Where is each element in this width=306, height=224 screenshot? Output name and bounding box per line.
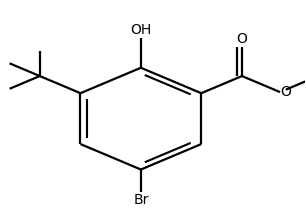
Text: OH: OH <box>130 23 151 37</box>
Text: O: O <box>281 85 292 99</box>
Text: O: O <box>237 32 248 46</box>
Text: Br: Br <box>133 193 148 207</box>
